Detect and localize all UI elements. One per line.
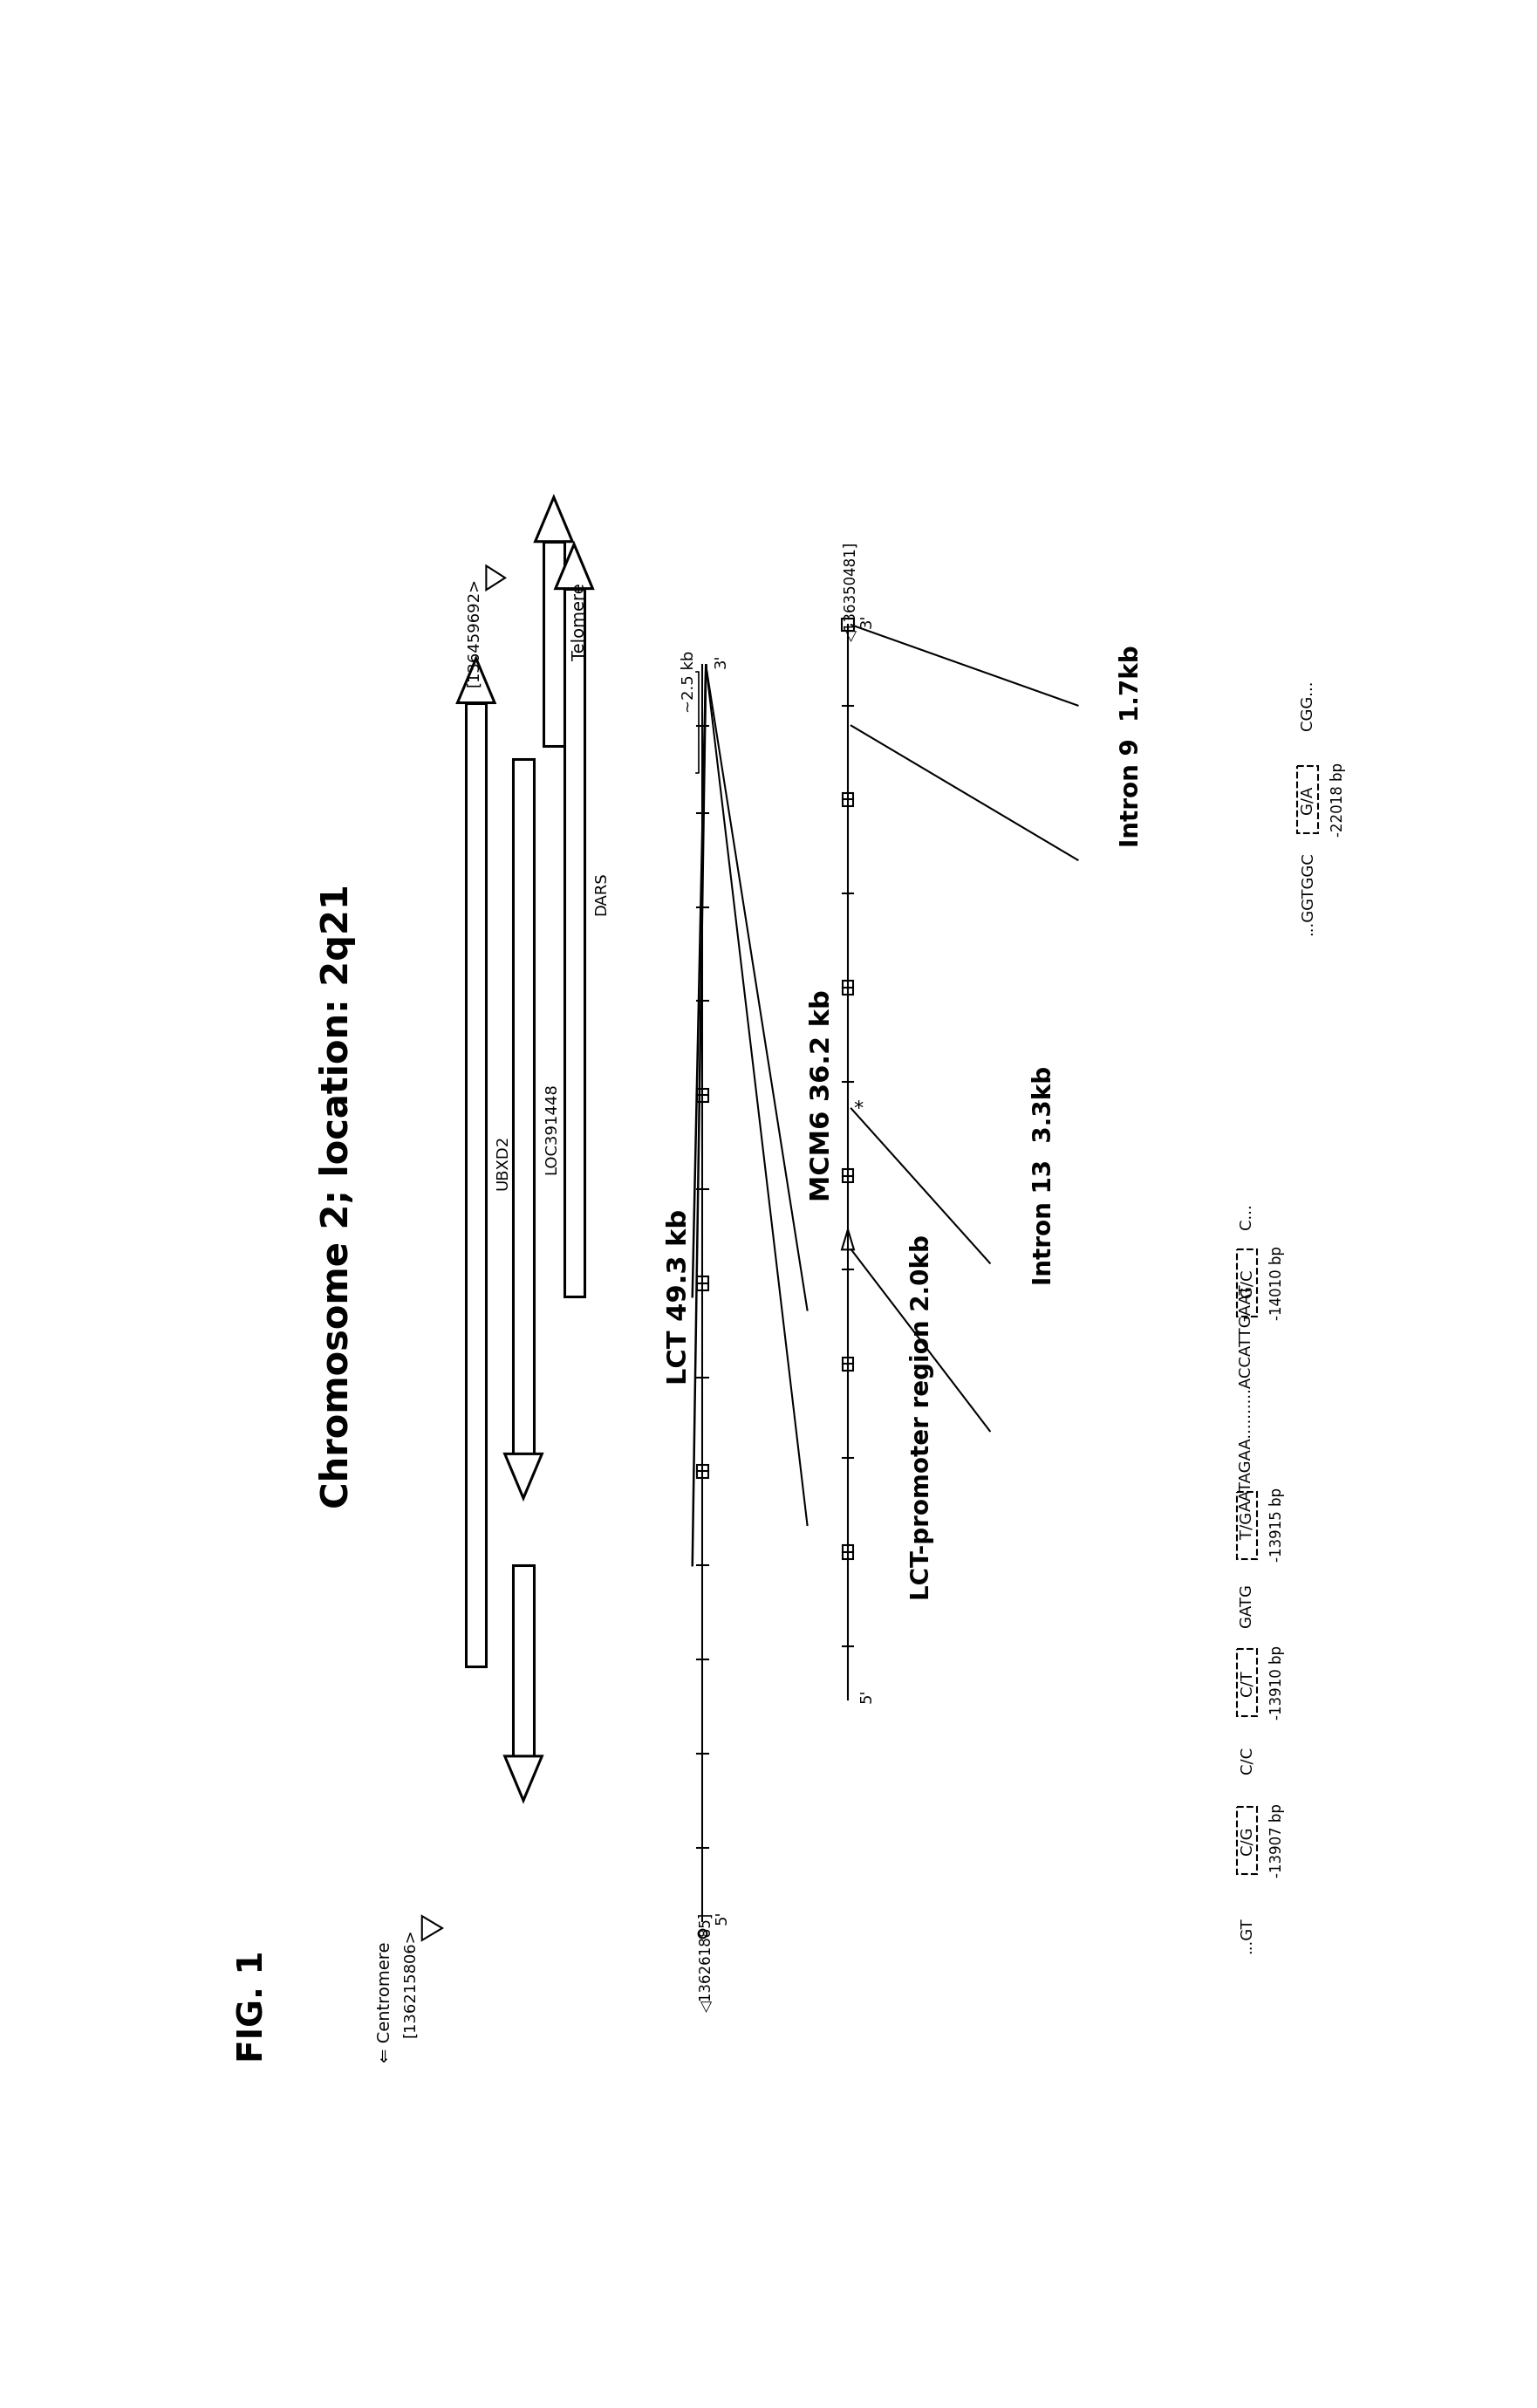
Text: Intron 13  3.3kb: Intron 13 3.3kb — [1031, 1067, 1056, 1286]
Text: *: * — [853, 1100, 862, 1117]
Text: Telomere: Telomere — [572, 583, 587, 660]
Polygon shape — [486, 566, 506, 590]
Text: -22018 bp: -22018 bp — [1330, 763, 1346, 836]
Text: -14010 bp: -14010 bp — [1270, 1247, 1285, 1320]
Bar — [698, 1276, 709, 1291]
Polygon shape — [535, 496, 572, 542]
Bar — [513, 1565, 533, 1755]
Text: LCT 49.3 kb: LCT 49.3 kb — [666, 1209, 692, 1385]
Polygon shape — [504, 1454, 543, 1498]
Bar — [1237, 1808, 1257, 1873]
Text: C...: C... — [1239, 1204, 1254, 1228]
Text: DARS: DARS — [593, 872, 609, 915]
Text: Chromosome 2; location: 2q21: Chromosome 2; location: 2q21 — [320, 884, 355, 1507]
Bar — [842, 619, 855, 631]
Polygon shape — [504, 1755, 543, 1801]
Text: ...GT: ...GT — [1239, 1917, 1254, 1953]
Text: -13910 bp: -13910 bp — [1270, 1645, 1285, 1719]
Text: FIG. 1: FIG. 1 — [237, 1950, 269, 2064]
Text: C/C: C/C — [1239, 1746, 1254, 1775]
Text: ~2.5 kb: ~2.5 kb — [681, 650, 696, 713]
Bar — [842, 1546, 853, 1558]
Text: 5': 5' — [713, 1910, 730, 1924]
Polygon shape — [842, 1230, 855, 1250]
Text: GATG: GATG — [1239, 1584, 1254, 1628]
Bar — [1237, 1649, 1257, 1717]
Bar — [842, 1358, 853, 1370]
Text: MCM6 36.2 kb: MCM6 36.2 kb — [810, 990, 835, 1202]
Bar — [842, 1168, 853, 1182]
Text: AATAGAA..........ACCATTGAAT: AATAGAA..........ACCATTGAAT — [1239, 1283, 1254, 1512]
Text: T/G: T/G — [1239, 1512, 1254, 1539]
Text: -13907 bp: -13907 bp — [1270, 1804, 1285, 1878]
Text: C/T: C/T — [1239, 1671, 1254, 1695]
Text: LOC391448: LOC391448 — [544, 1084, 559, 1175]
Bar — [698, 1464, 709, 1479]
Bar — [564, 588, 584, 1296]
Bar — [466, 703, 486, 1666]
Text: [136215806>: [136215806> — [403, 1929, 418, 2037]
Bar — [1237, 1491, 1257, 1558]
Text: UBXD2: UBXD2 — [495, 1134, 510, 1190]
Bar — [1237, 1250, 1257, 1317]
Text: ◁136350481]: ◁136350481] — [844, 542, 859, 641]
Text: ◁136261885]: ◁136261885] — [698, 1912, 713, 2011]
Bar — [1297, 766, 1317, 833]
Text: [136459692>: [136459692> — [466, 578, 483, 686]
Text: C/G: C/G — [1239, 1828, 1254, 1854]
Bar — [544, 542, 564, 746]
Text: Intron 9  1.7kb: Intron 9 1.7kb — [1119, 645, 1144, 848]
Bar — [842, 980, 853, 995]
Polygon shape — [555, 544, 593, 588]
Text: LCT-promoter region 2.0kb: LCT-promoter region 2.0kb — [910, 1235, 934, 1601]
Bar — [513, 759, 533, 1454]
Polygon shape — [423, 1917, 443, 1941]
Text: 5': 5' — [859, 1688, 875, 1702]
Text: G/A: G/A — [1300, 785, 1316, 814]
Text: ...GGTGGC: ...GGTGGC — [1300, 852, 1316, 934]
Text: G/C: G/C — [1239, 1269, 1254, 1298]
Bar — [698, 1088, 709, 1103]
Polygon shape — [458, 657, 495, 703]
Text: 3': 3' — [713, 655, 730, 669]
Bar — [842, 792, 853, 807]
Text: ⇐ Centromere: ⇐ Centromere — [377, 1941, 393, 2061]
Text: 3': 3' — [859, 614, 875, 628]
Text: -13915 bp: -13915 bp — [1270, 1488, 1285, 1563]
Text: CGG...: CGG... — [1300, 681, 1316, 730]
